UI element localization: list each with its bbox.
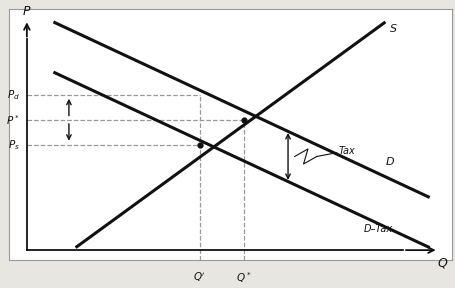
Text: $\mathit{Q^*}$: $\mathit{Q^*}$ xyxy=(235,270,251,285)
Text: $\mathit{Q}$: $\mathit{Q}$ xyxy=(436,256,448,270)
Text: $\mathit{P}$: $\mathit{P}$ xyxy=(22,5,31,18)
Text: D: D xyxy=(384,157,393,167)
Text: $\mathit{P^*}$: $\mathit{P^*}$ xyxy=(6,113,20,127)
Text: S: S xyxy=(389,24,396,35)
Text: $\mathit{P_s}$: $\mathit{P_s}$ xyxy=(8,138,20,152)
Text: D–Tax: D–Tax xyxy=(363,224,392,234)
Text: $\mathit{Q'}$: $\mathit{Q'}$ xyxy=(192,270,206,284)
Text: Tax: Tax xyxy=(338,147,355,156)
Text: $\mathit{P_d}$: $\mathit{P_d}$ xyxy=(7,88,20,102)
